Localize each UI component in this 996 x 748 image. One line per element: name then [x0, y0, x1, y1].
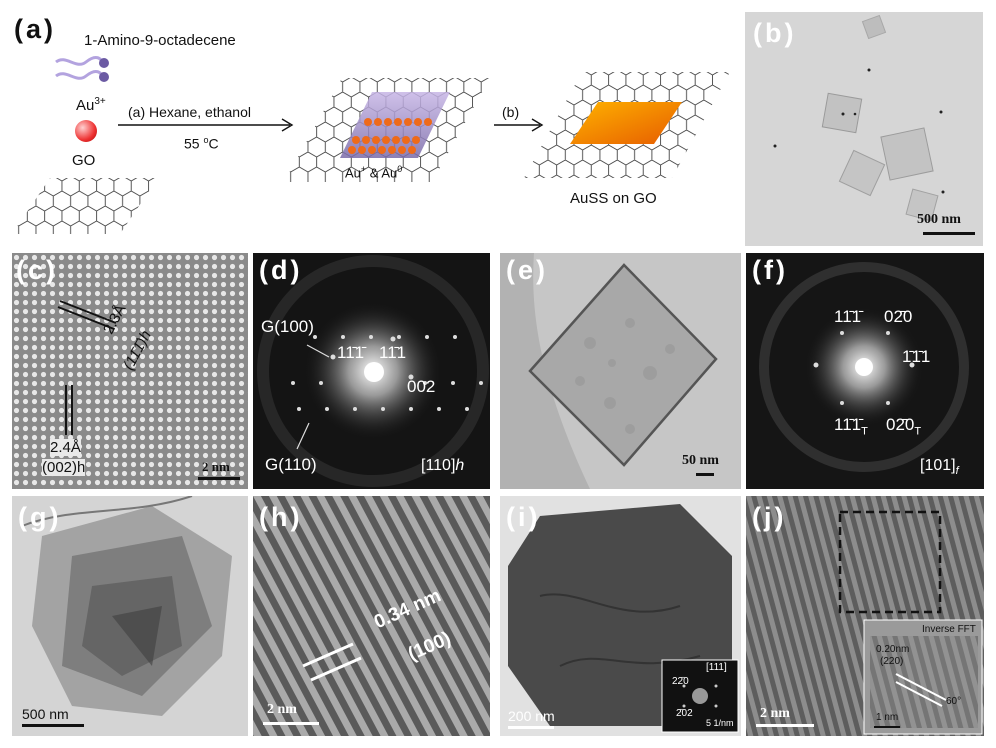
panel-d-tag: (d) [259, 255, 303, 285]
panel-e-tem: (e) 50 nm [500, 253, 741, 489]
panel-a-schematic: (a) 1-Amino-9-octadecene Au3+ GO (a) Hex… [0, 0, 742, 245]
product-assembly [524, 72, 730, 178]
panel-f-saed: (f) 11̄1̄ 02̄0 1̄1̄1 11̄1̄T 02̄0T [101]f [746, 253, 984, 489]
panel-f-s5: 02̄0T [886, 415, 922, 438]
panel-f-pattern [759, 262, 969, 472]
panel-d-g100: G(100) [261, 317, 314, 336]
panel-d-saed: (d) G(100) 11̄1̄ 11̄1 002 G(110) [110]h [253, 253, 490, 489]
intermediate-label: Au+ & Au0 [345, 164, 403, 181]
panel-i-tem: (i) [111] 22̄0 2̄02 5 1/nm 200 nm [500, 496, 741, 736]
panel-d-spot1: 11̄1̄ [337, 343, 365, 362]
panel-j-lattice [746, 496, 984, 736]
panel-e-tag: (e) [506, 255, 548, 285]
panel-j-scale-bar [756, 724, 814, 727]
step2-label: (b) [502, 104, 520, 120]
step1-label: (a) Hexane, ethanol [128, 104, 251, 120]
panel-e-image [500, 253, 718, 489]
panel-i-tag: (i) [506, 502, 541, 532]
panel-h-scale-label: 2 nm [267, 702, 297, 717]
panel-i-scale-bar [508, 726, 554, 729]
panel-c-lattice [12, 253, 248, 489]
panel-g-scale-bar [22, 724, 84, 727]
panel-d-spot3: 002 [407, 377, 436, 396]
panel-j-scale-label: 2 nm [760, 706, 790, 721]
panel-h-lattice [253, 496, 490, 736]
product-label: AuSS on GO [570, 190, 657, 207]
panel-h-tag: (h) [259, 502, 303, 532]
panel-g-tem: (g) 500 nm [12, 496, 248, 736]
panel-i-image [508, 504, 739, 733]
molecule-label: 1-Amino-9-octadecene [84, 32, 236, 49]
panel-b-image [773, 14, 945, 222]
panel-c-scale-label: 2 nm [202, 459, 230, 474]
panel-j-hrtem: (j) Inverse FFT 0.20nm (220) 60° 1 nm 2 … [746, 496, 984, 736]
amine-molecule-icon [55, 56, 109, 82]
panel-j-inset-title: Inverse FFT [922, 624, 976, 635]
step1-arrow [118, 118, 294, 132]
panel-g-tag: (g) [18, 502, 62, 532]
panel-i-inset-zone: [111] [706, 662, 727, 673]
panel-j-inset-d: 0.20nm [876, 644, 910, 655]
panel-i-inset-s2: 2̄02 [676, 708, 693, 719]
panel-e-scale-bar [696, 473, 714, 476]
panel-d-spot2: 11̄1 [379, 343, 407, 362]
intermediate-assembly [284, 78, 490, 182]
au-ion-label: Au3+ [76, 96, 106, 114]
panel-a-tag: (a) [14, 14, 56, 44]
panel-c-hrtem: (c) 2.3Å (11̄1̄)h 2.4Å (002)h 2 nm [12, 253, 248, 489]
panel-c-tag: (c) [16, 255, 58, 285]
panel-h-scale-bar [263, 722, 319, 725]
panel-f-s1: 11̄1̄ [834, 307, 862, 326]
panel-j-inset-scale: 1 nm [876, 712, 899, 723]
panel-j-inset-scale-bar [874, 726, 900, 728]
panel-i-inset-scale: 5 1/nm [706, 718, 734, 728]
panel-b-tem: (b) 500 nm [745, 12, 983, 246]
panel-f-zone: [101]f [920, 457, 959, 478]
panel-d-g110: G(110) [265, 455, 317, 474]
panel-c-scale-bar [198, 477, 240, 480]
panel-j-inset-angle: 60° [946, 696, 962, 707]
panel-b-scale-bar [923, 232, 975, 235]
graphene-oxide-sheet [12, 178, 158, 234]
panel-e-scale-label: 50 nm [682, 453, 719, 468]
panel-f-s2: 02̄0 [884, 307, 913, 326]
au-ion-sphere [75, 120, 97, 142]
step1-temperature: 55 oC [184, 135, 219, 152]
panel-c-d2: 2.4Å [50, 439, 81, 456]
panel-g-image [21, 496, 232, 716]
panel-b-scale-label: 500 nm [917, 212, 961, 227]
panel-i-scale-label: 200 nm [508, 708, 555, 724]
panel-d-zone: [110]h [421, 457, 465, 474]
panel-b-tag: (b) [753, 18, 797, 48]
panel-f-tag: (f) [752, 255, 788, 285]
panel-g-scale-label: 500 nm [22, 706, 69, 722]
panel-c-d2-plane: (002)h [42, 459, 86, 476]
step2-arrow [494, 118, 544, 132]
go-label: GO [72, 152, 96, 169]
panel-j-tag: (j) [752, 502, 787, 532]
panel-f-s3: 1̄1̄1 [902, 347, 931, 366]
panel-f-s4: 11̄1̄T [834, 415, 868, 438]
panel-i-inset-s1: 22̄0 [672, 676, 689, 687]
panel-d-pattern [257, 255, 489, 487]
panel-j-inset-plane: (220) [880, 656, 904, 667]
panel-h-hrtem: (h) 0.34 nm (100) 2 nm [253, 496, 490, 736]
